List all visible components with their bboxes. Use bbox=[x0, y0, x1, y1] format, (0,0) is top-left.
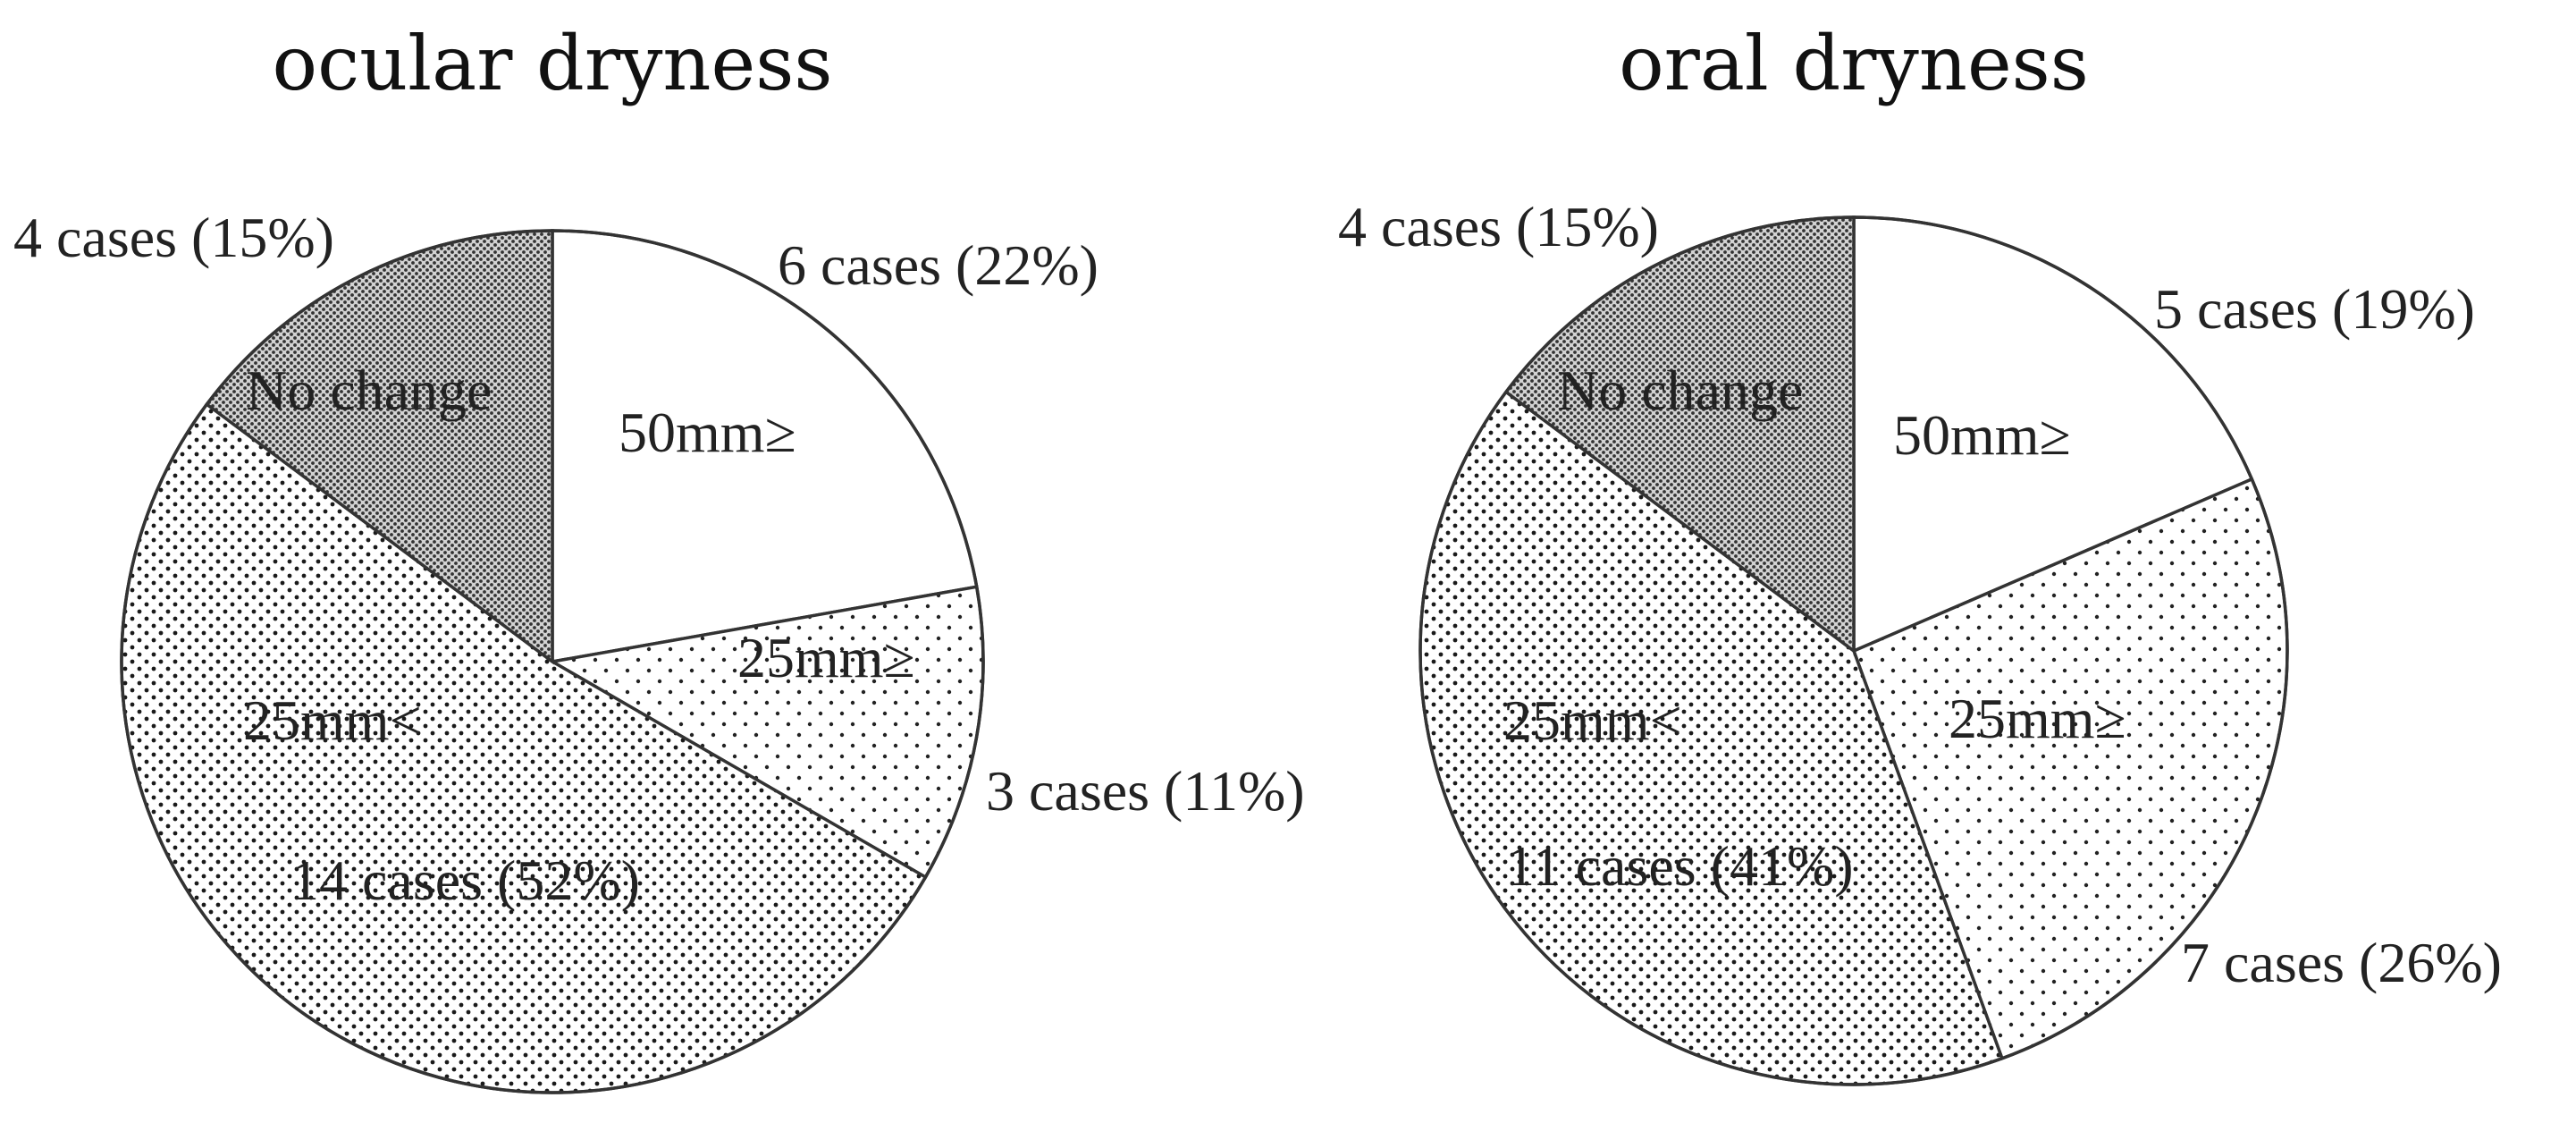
slice-name-25mm-lt-ocular: 25mm< bbox=[243, 688, 422, 752]
pie-outline-oral bbox=[1418, 215, 2289, 1086]
slice-label-50mm-oral: 5 cases (19%) bbox=[2154, 277, 2475, 341]
slice-label-25mm-lt-ocular: 14 cases (52%) bbox=[290, 849, 640, 912]
slice-name-25mm-ge-oral: 25mm≥ bbox=[1949, 687, 2126, 750]
slice-label-25mm-ge-ocular: 3 cases (11%) bbox=[986, 759, 1305, 823]
pie-chart-ocular: ocular dryness 50mm≥ 25mm≥ 25mm< No chan… bbox=[13, 20, 1305, 1094]
slice-label-25mm-lt-oral: 11 cases (41%) bbox=[1506, 834, 1854, 898]
slice-name-25mm-lt-oral: 25mm< bbox=[1503, 688, 1682, 752]
slice-name-50mm-oral: 50mm≥ bbox=[1893, 403, 2071, 467]
slice-name-nochange-oral: No change bbox=[1557, 359, 1803, 422]
chart-title-oral: oral dryness bbox=[1619, 20, 2089, 107]
pie-chart-oral: oral dryness 50mm≥ 25mm≥ 25mm< No change… bbox=[1338, 20, 2502, 1086]
slice-label-nochange-ocular: 4 cases (15%) bbox=[13, 206, 334, 269]
slice-name-nochange-ocular: No change bbox=[246, 359, 492, 422]
slice-label-50mm-ocular: 6 cases (22%) bbox=[778, 233, 1099, 297]
pie-outline-ocular bbox=[120, 229, 985, 1094]
chart-title-ocular: ocular dryness bbox=[273, 20, 833, 107]
slice-name-25mm-ge-ocular: 25mm≥ bbox=[737, 626, 915, 689]
slice-label-25mm-ge-oral: 7 cases (26%) bbox=[2181, 931, 2502, 994]
pie-slices-ocular bbox=[120, 229, 985, 1094]
slice-name-50mm-ocular: 50mm≥ bbox=[619, 401, 796, 464]
slice-label-nochange-oral: 4 cases (15%) bbox=[1338, 195, 1659, 258]
pie-slices-oral bbox=[1418, 215, 2289, 1086]
